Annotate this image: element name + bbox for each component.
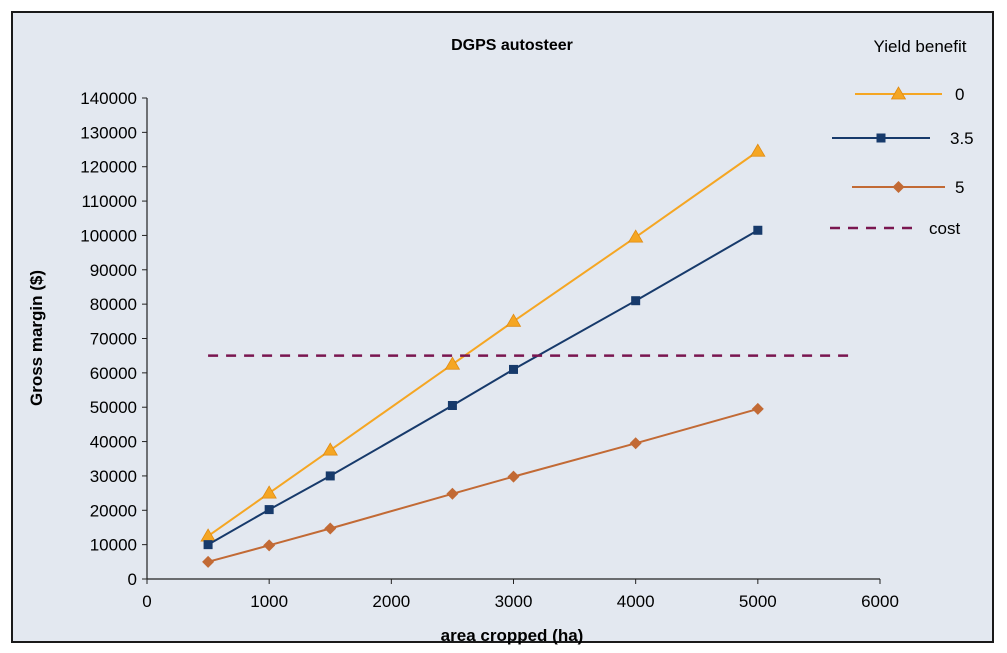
y-tick-label: 70000 (90, 330, 137, 349)
x-axis-title: area cropped (ha) (441, 626, 584, 645)
data-point (264, 505, 274, 515)
y-tick-label: 50000 (90, 398, 137, 417)
legend-marker (876, 133, 886, 143)
y-tick-label: 0 (128, 570, 137, 589)
data-point (446, 487, 459, 500)
data-point (750, 143, 766, 157)
data-point (627, 229, 644, 243)
chart-title: DGPS autosteer (451, 37, 573, 54)
series-layer (200, 143, 850, 568)
y-tick-label: 110000 (82, 192, 137, 211)
chart-frame (11, 11, 994, 643)
data-point (202, 555, 215, 568)
series-1 (200, 143, 766, 542)
x-tick-label: 1000 (250, 592, 288, 611)
y-tick-label: 30000 (90, 467, 137, 486)
legend-label: 3.5 (950, 129, 974, 148)
y-tick-label: 140000 (80, 89, 137, 108)
legend-label: 0 (955, 85, 964, 104)
data-point (325, 471, 335, 481)
y-tick-label: 10000 (90, 536, 137, 555)
x-tick-label: 0 (142, 592, 151, 611)
data-point (447, 400, 457, 410)
data-point (261, 485, 277, 499)
data-point (263, 539, 276, 552)
series-line (207, 407, 759, 563)
series-2 (203, 225, 763, 550)
series-line (207, 150, 759, 537)
data-point (322, 442, 338, 456)
legend-item: cost (830, 219, 960, 238)
y-tick-label: 40000 (90, 433, 137, 452)
data-point (505, 313, 522, 327)
data-point (203, 540, 213, 550)
x-tick-label: 3000 (495, 592, 533, 611)
legend-item: 0 (855, 85, 964, 104)
y-tick-label: 60000 (90, 364, 137, 383)
x-tick-label: 2000 (372, 592, 410, 611)
y-tick-label: 90000 (90, 261, 137, 280)
y-axis-title: Gross margin ($) (27, 270, 46, 406)
legend: 0 3.5 5 cost (830, 85, 974, 238)
legend-item: 5 (852, 178, 964, 197)
legend-label: cost (929, 219, 960, 238)
axes: 0100002000030000400005000060000700008000… (80, 89, 899, 611)
x-tick-label: 5000 (739, 592, 777, 611)
legend-marker (890, 86, 907, 100)
data-point (200, 528, 216, 542)
data-point (753, 225, 763, 235)
series-line (207, 229, 759, 546)
y-tick-label: 20000 (90, 501, 137, 520)
data-point (631, 296, 641, 306)
legend-item: 3.5 (832, 129, 974, 148)
series-3 (202, 402, 764, 568)
legend-label: 5 (955, 178, 964, 197)
data-point (507, 470, 520, 483)
legend-title: Yield benefit (874, 37, 967, 56)
data-point (509, 364, 518, 374)
data-point (444, 356, 461, 370)
data-point (629, 437, 642, 450)
data-point (324, 522, 337, 535)
y-tick-label: 100000 (80, 226, 137, 245)
data-point (751, 402, 764, 415)
x-tick-label: 6000 (861, 592, 899, 611)
y-tick-label: 80000 (90, 295, 137, 314)
legend-marker (892, 181, 905, 193)
x-tick-label: 4000 (617, 592, 655, 611)
y-tick-label: 130000 (80, 123, 137, 142)
y-tick-label: 120000 (80, 158, 137, 177)
